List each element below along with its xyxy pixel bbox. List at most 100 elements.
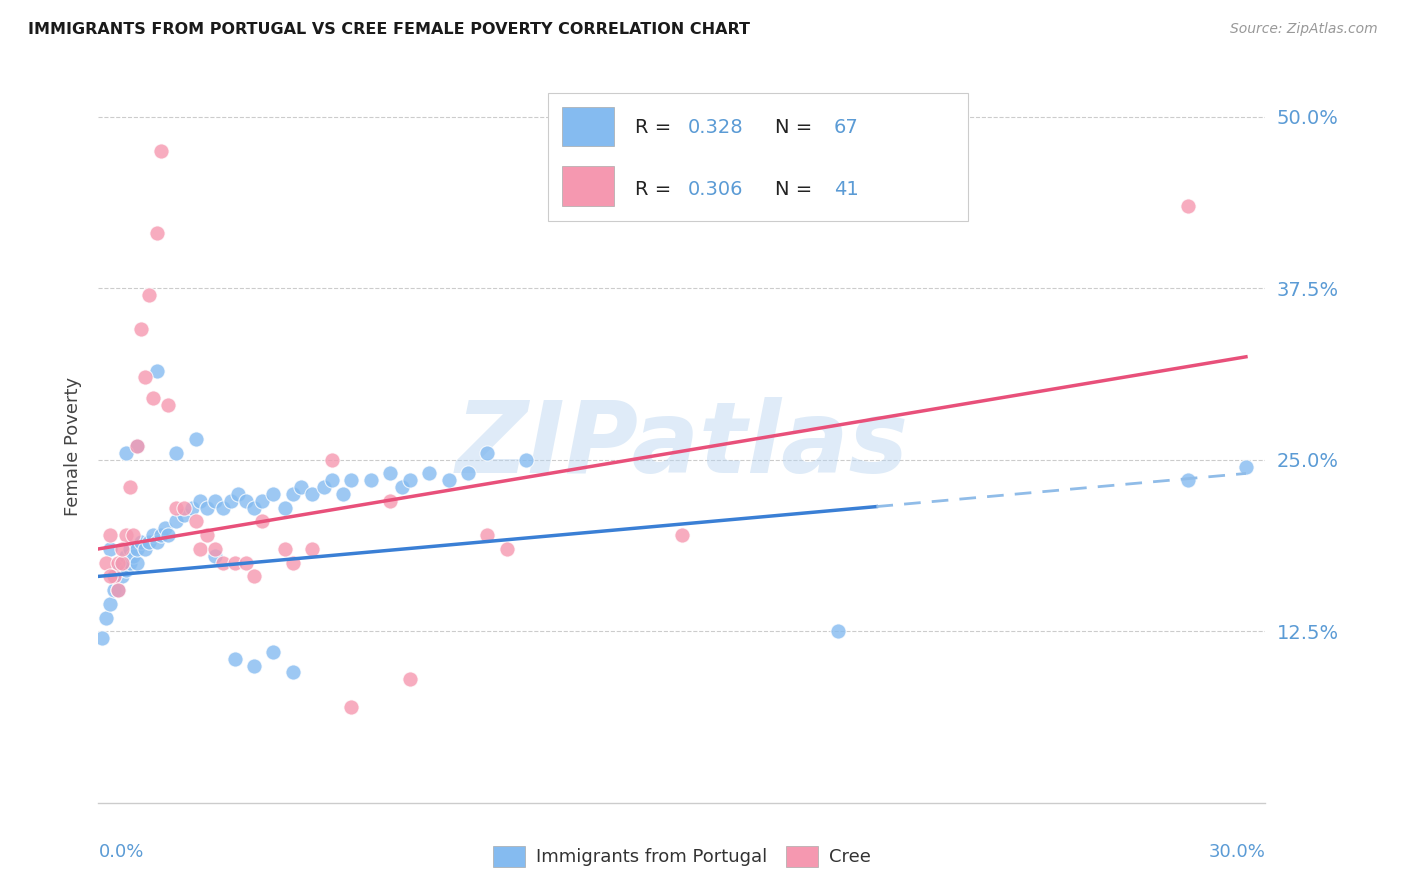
Point <box>250 494 273 508</box>
Point <box>262 487 284 501</box>
Point <box>262 645 284 659</box>
Text: ZIPatlas: ZIPatlas <box>456 398 908 494</box>
Point <box>107 583 129 598</box>
Point <box>103 569 125 583</box>
Point <box>515 452 537 467</box>
Point <box>243 569 266 583</box>
Text: Source: ZipAtlas.com: Source: ZipAtlas.com <box>1230 22 1378 37</box>
Point <box>129 535 152 549</box>
Point <box>477 446 499 460</box>
Point <box>204 494 226 508</box>
Point <box>827 624 849 639</box>
Point <box>398 673 420 687</box>
Point <box>157 398 180 412</box>
FancyBboxPatch shape <box>548 93 967 221</box>
Point <box>235 556 257 570</box>
Point <box>103 569 125 583</box>
Text: N =: N = <box>775 118 818 136</box>
Point <box>204 549 226 563</box>
Point <box>98 528 121 542</box>
Point <box>250 515 273 529</box>
Point <box>332 487 354 501</box>
Text: R =: R = <box>636 118 678 136</box>
Text: 0.306: 0.306 <box>688 179 744 199</box>
Point <box>228 487 250 501</box>
Point <box>224 651 246 665</box>
Point <box>98 569 121 583</box>
Point <box>122 528 145 542</box>
Point <box>274 541 297 556</box>
Point <box>281 556 304 570</box>
Point <box>118 480 141 494</box>
Point <box>127 541 149 556</box>
Point <box>204 541 226 556</box>
Point <box>142 391 165 405</box>
Point <box>98 541 121 556</box>
Point <box>378 494 402 508</box>
Point <box>146 535 169 549</box>
Point <box>118 541 141 556</box>
Point <box>437 473 460 487</box>
Point <box>146 363 169 377</box>
Text: R =: R = <box>636 179 678 199</box>
Point <box>398 473 420 487</box>
Point <box>96 610 118 624</box>
Point <box>103 583 125 598</box>
Point <box>212 500 235 515</box>
Point <box>98 597 121 611</box>
Point <box>360 473 382 487</box>
Point <box>477 528 499 542</box>
Point <box>96 556 118 570</box>
Y-axis label: Female Poverty: Female Poverty <box>65 376 83 516</box>
Point <box>301 487 323 501</box>
Point <box>1234 459 1257 474</box>
Point <box>195 528 218 542</box>
Point <box>301 541 323 556</box>
Point <box>149 144 172 158</box>
Point <box>149 528 172 542</box>
Point <box>127 439 149 453</box>
Point <box>184 515 207 529</box>
Point <box>111 556 134 570</box>
Legend: Immigrants from Portugal, Cree: Immigrants from Portugal, Cree <box>484 837 880 876</box>
Point <box>219 494 242 508</box>
Point <box>114 446 136 460</box>
Point <box>188 541 211 556</box>
Point <box>153 521 176 535</box>
Point <box>212 556 235 570</box>
Point <box>281 487 304 501</box>
Point <box>173 508 195 522</box>
Point <box>107 583 129 598</box>
Point <box>165 515 187 529</box>
Point <box>418 467 440 481</box>
Point <box>180 500 202 515</box>
Point <box>457 467 479 481</box>
Point <box>235 494 257 508</box>
Point <box>274 500 297 515</box>
Point <box>114 528 136 542</box>
Point <box>188 494 211 508</box>
Point <box>391 480 413 494</box>
FancyBboxPatch shape <box>562 166 614 205</box>
Point <box>195 500 218 515</box>
Point <box>173 500 195 515</box>
Point <box>243 500 266 515</box>
Point <box>118 556 141 570</box>
Point <box>114 549 136 563</box>
Point <box>378 467 402 481</box>
Point <box>340 699 363 714</box>
Text: 0.328: 0.328 <box>688 118 744 136</box>
Point <box>671 528 693 542</box>
Point <box>321 473 343 487</box>
Point <box>243 658 266 673</box>
FancyBboxPatch shape <box>562 107 614 146</box>
Point <box>312 480 335 494</box>
Point <box>122 549 145 563</box>
Point <box>129 322 152 336</box>
Point <box>138 288 160 302</box>
Point <box>495 541 517 556</box>
Point <box>281 665 304 680</box>
Point <box>111 556 134 570</box>
Point <box>184 432 207 446</box>
Point <box>134 370 156 384</box>
